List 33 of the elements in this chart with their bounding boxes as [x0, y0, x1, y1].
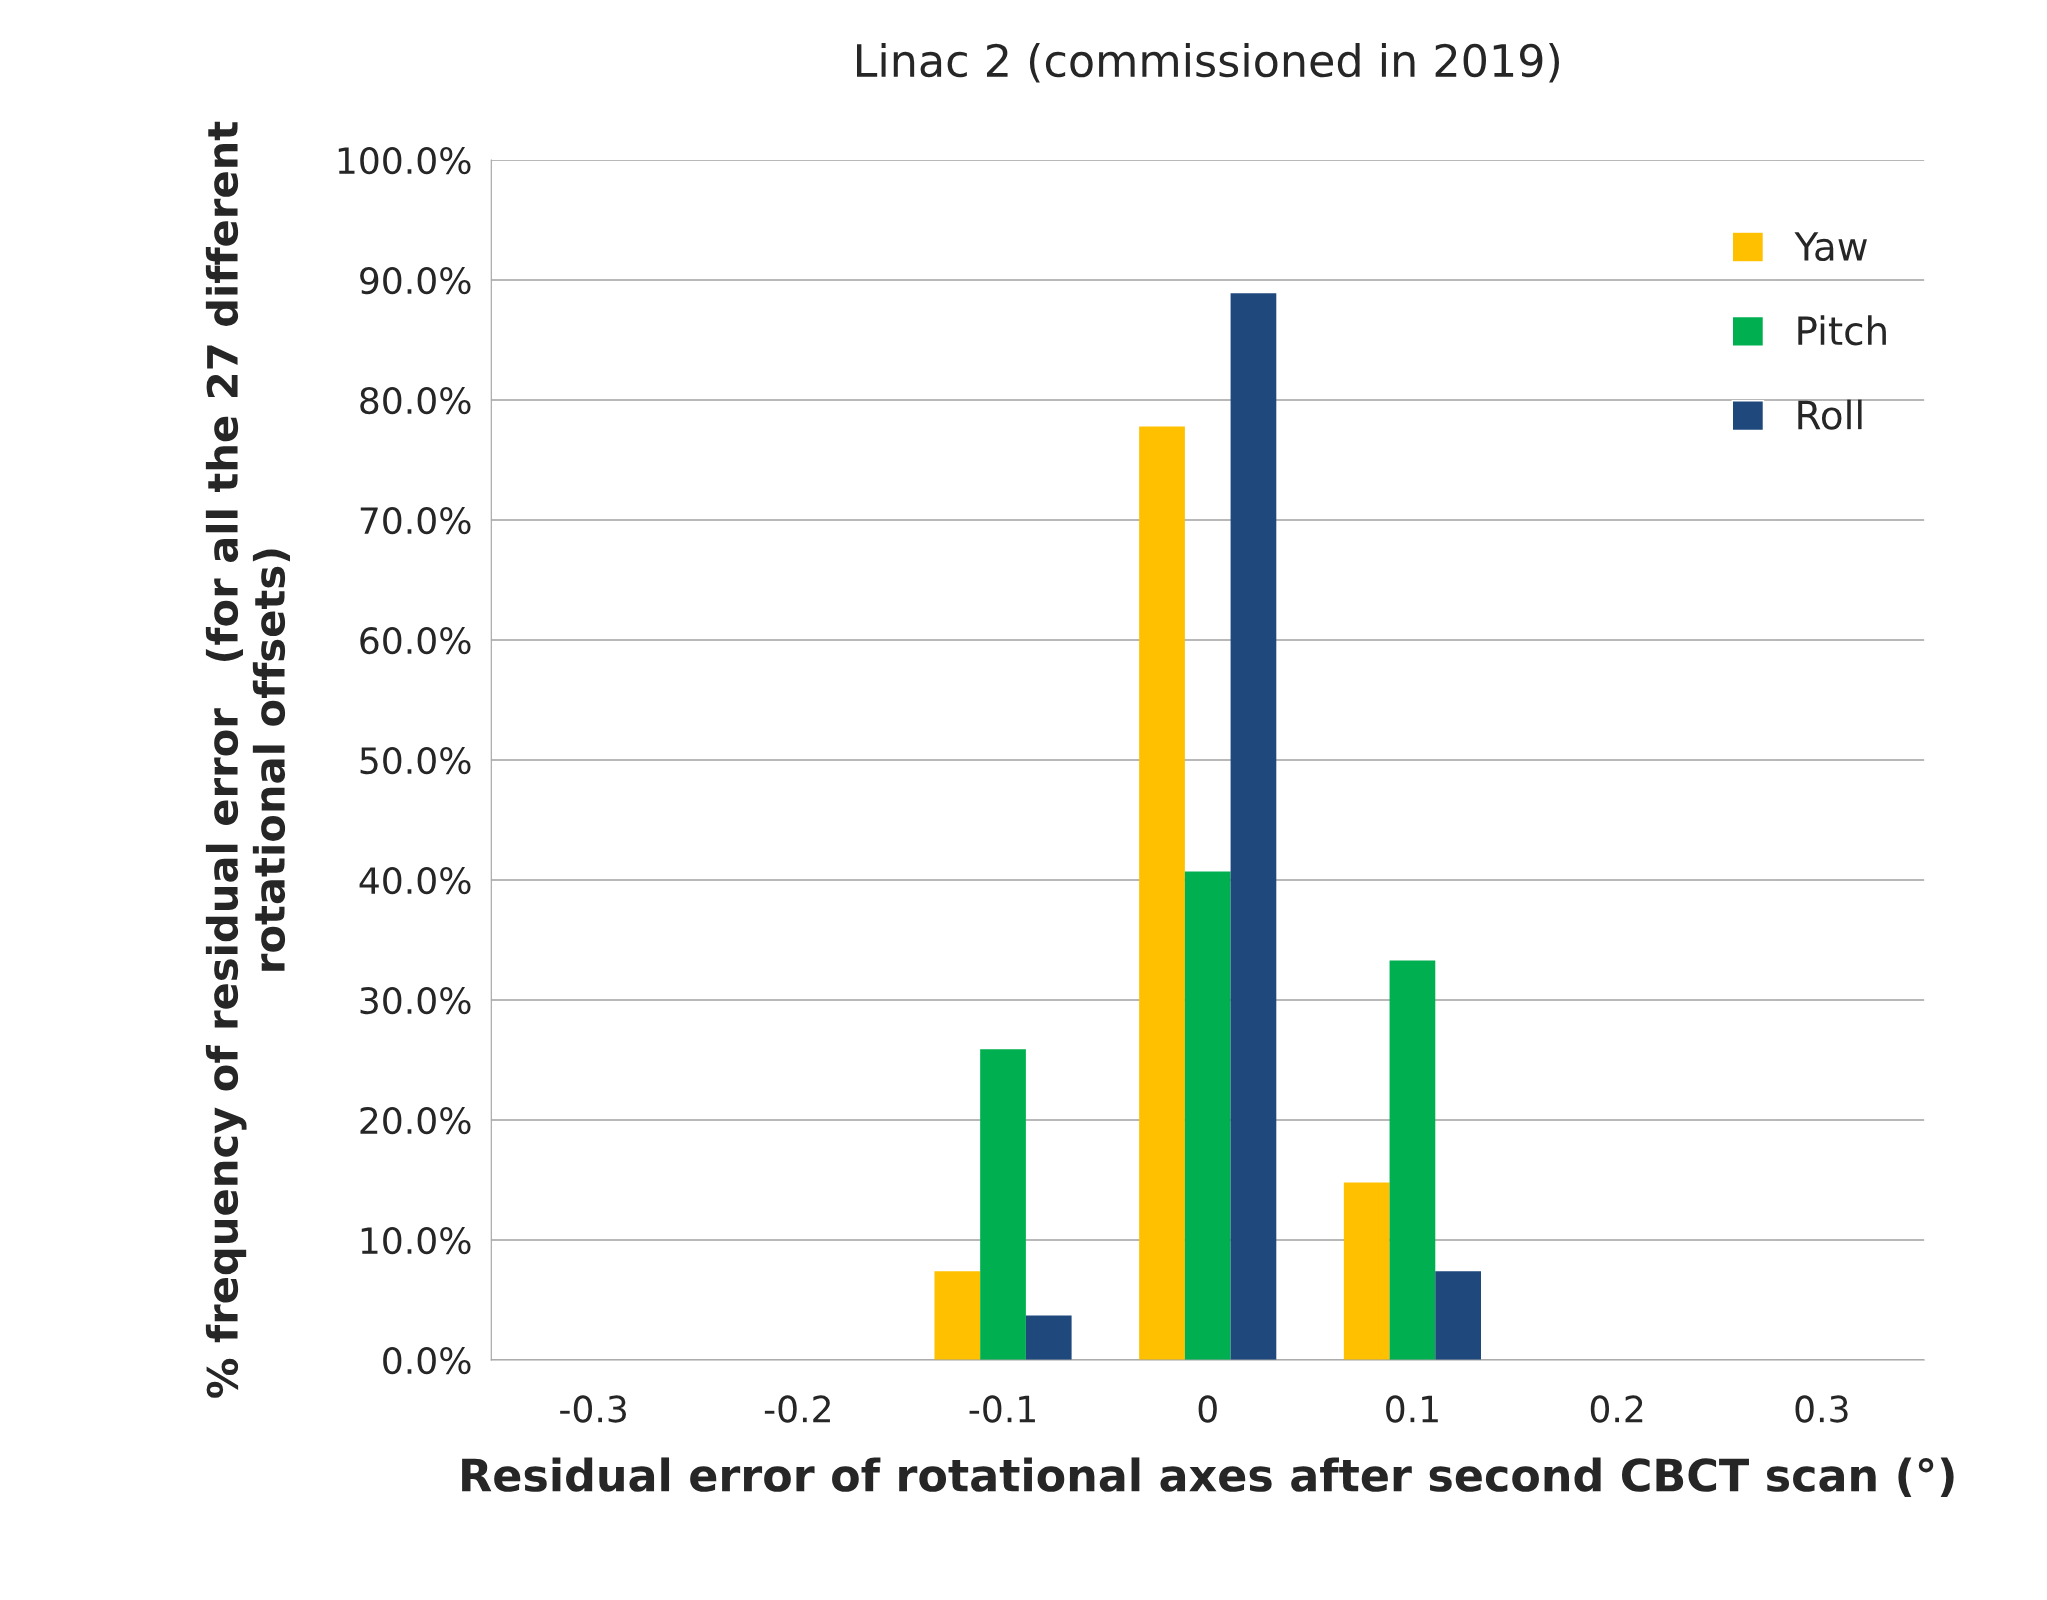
- bar: [1184, 871, 1231, 1360]
- bar: [934, 1271, 981, 1360]
- x-tick-label: 0.1: [1386, 1395, 1438, 1423]
- y-tick-label: 50.0%: [360, 746, 471, 775]
- bar: [980, 1049, 1026, 1360]
- legend-label: Roll: [1798, 399, 1862, 430]
- y-tick-label: 100.0%: [338, 146, 471, 175]
- x-tick-label: 0: [1198, 1395, 1217, 1423]
- y-tick-label: 80.0%: [360, 386, 471, 415]
- legend-label: Yaw: [1794, 232, 1867, 262]
- bar: [1230, 293, 1277, 1360]
- bar: [1343, 1182, 1390, 1360]
- legend-label: Pitch: [1798, 315, 1886, 346]
- y-tick-label: 0.0%: [383, 1346, 471, 1375]
- x-tick-label: -0.3: [560, 1395, 626, 1423]
- x-tick-label: 0.3: [1795, 1395, 1848, 1423]
- y-tick-label: 40.0%: [359, 866, 471, 895]
- x-axis-title: Residual error of rotational axes after second CBCT scan (°): [462, 1457, 1954, 1498]
- y-tick-label: 90.0%: [360, 266, 471, 295]
- bar: [1025, 1315, 1072, 1360]
- x-tick-label: -0.2: [764, 1395, 830, 1423]
- y-tick-label: 70.0%: [360, 506, 471, 535]
- y-axis-title: % frequency of residual error (for all the 27 different rotational offsets): [205, 121, 290, 1398]
- chart-title: Linac 2 (commissioned in 2019): [857, 42, 1559, 83]
- bar: [1139, 426, 1185, 1360]
- bar: [1389, 960, 1436, 1360]
- x-tick-label: -0.1: [969, 1395, 1035, 1423]
- y-tick-label: 10.0%: [361, 1226, 471, 1255]
- y-tick-label: 60.0%: [360, 626, 471, 655]
- y-tick-label: 30.0%: [360, 986, 471, 1015]
- y-tick-label: 20.0%: [360, 1106, 471, 1135]
- bar: [1435, 1271, 1481, 1360]
- x-tick-label: 0.2: [1590, 1395, 1643, 1423]
